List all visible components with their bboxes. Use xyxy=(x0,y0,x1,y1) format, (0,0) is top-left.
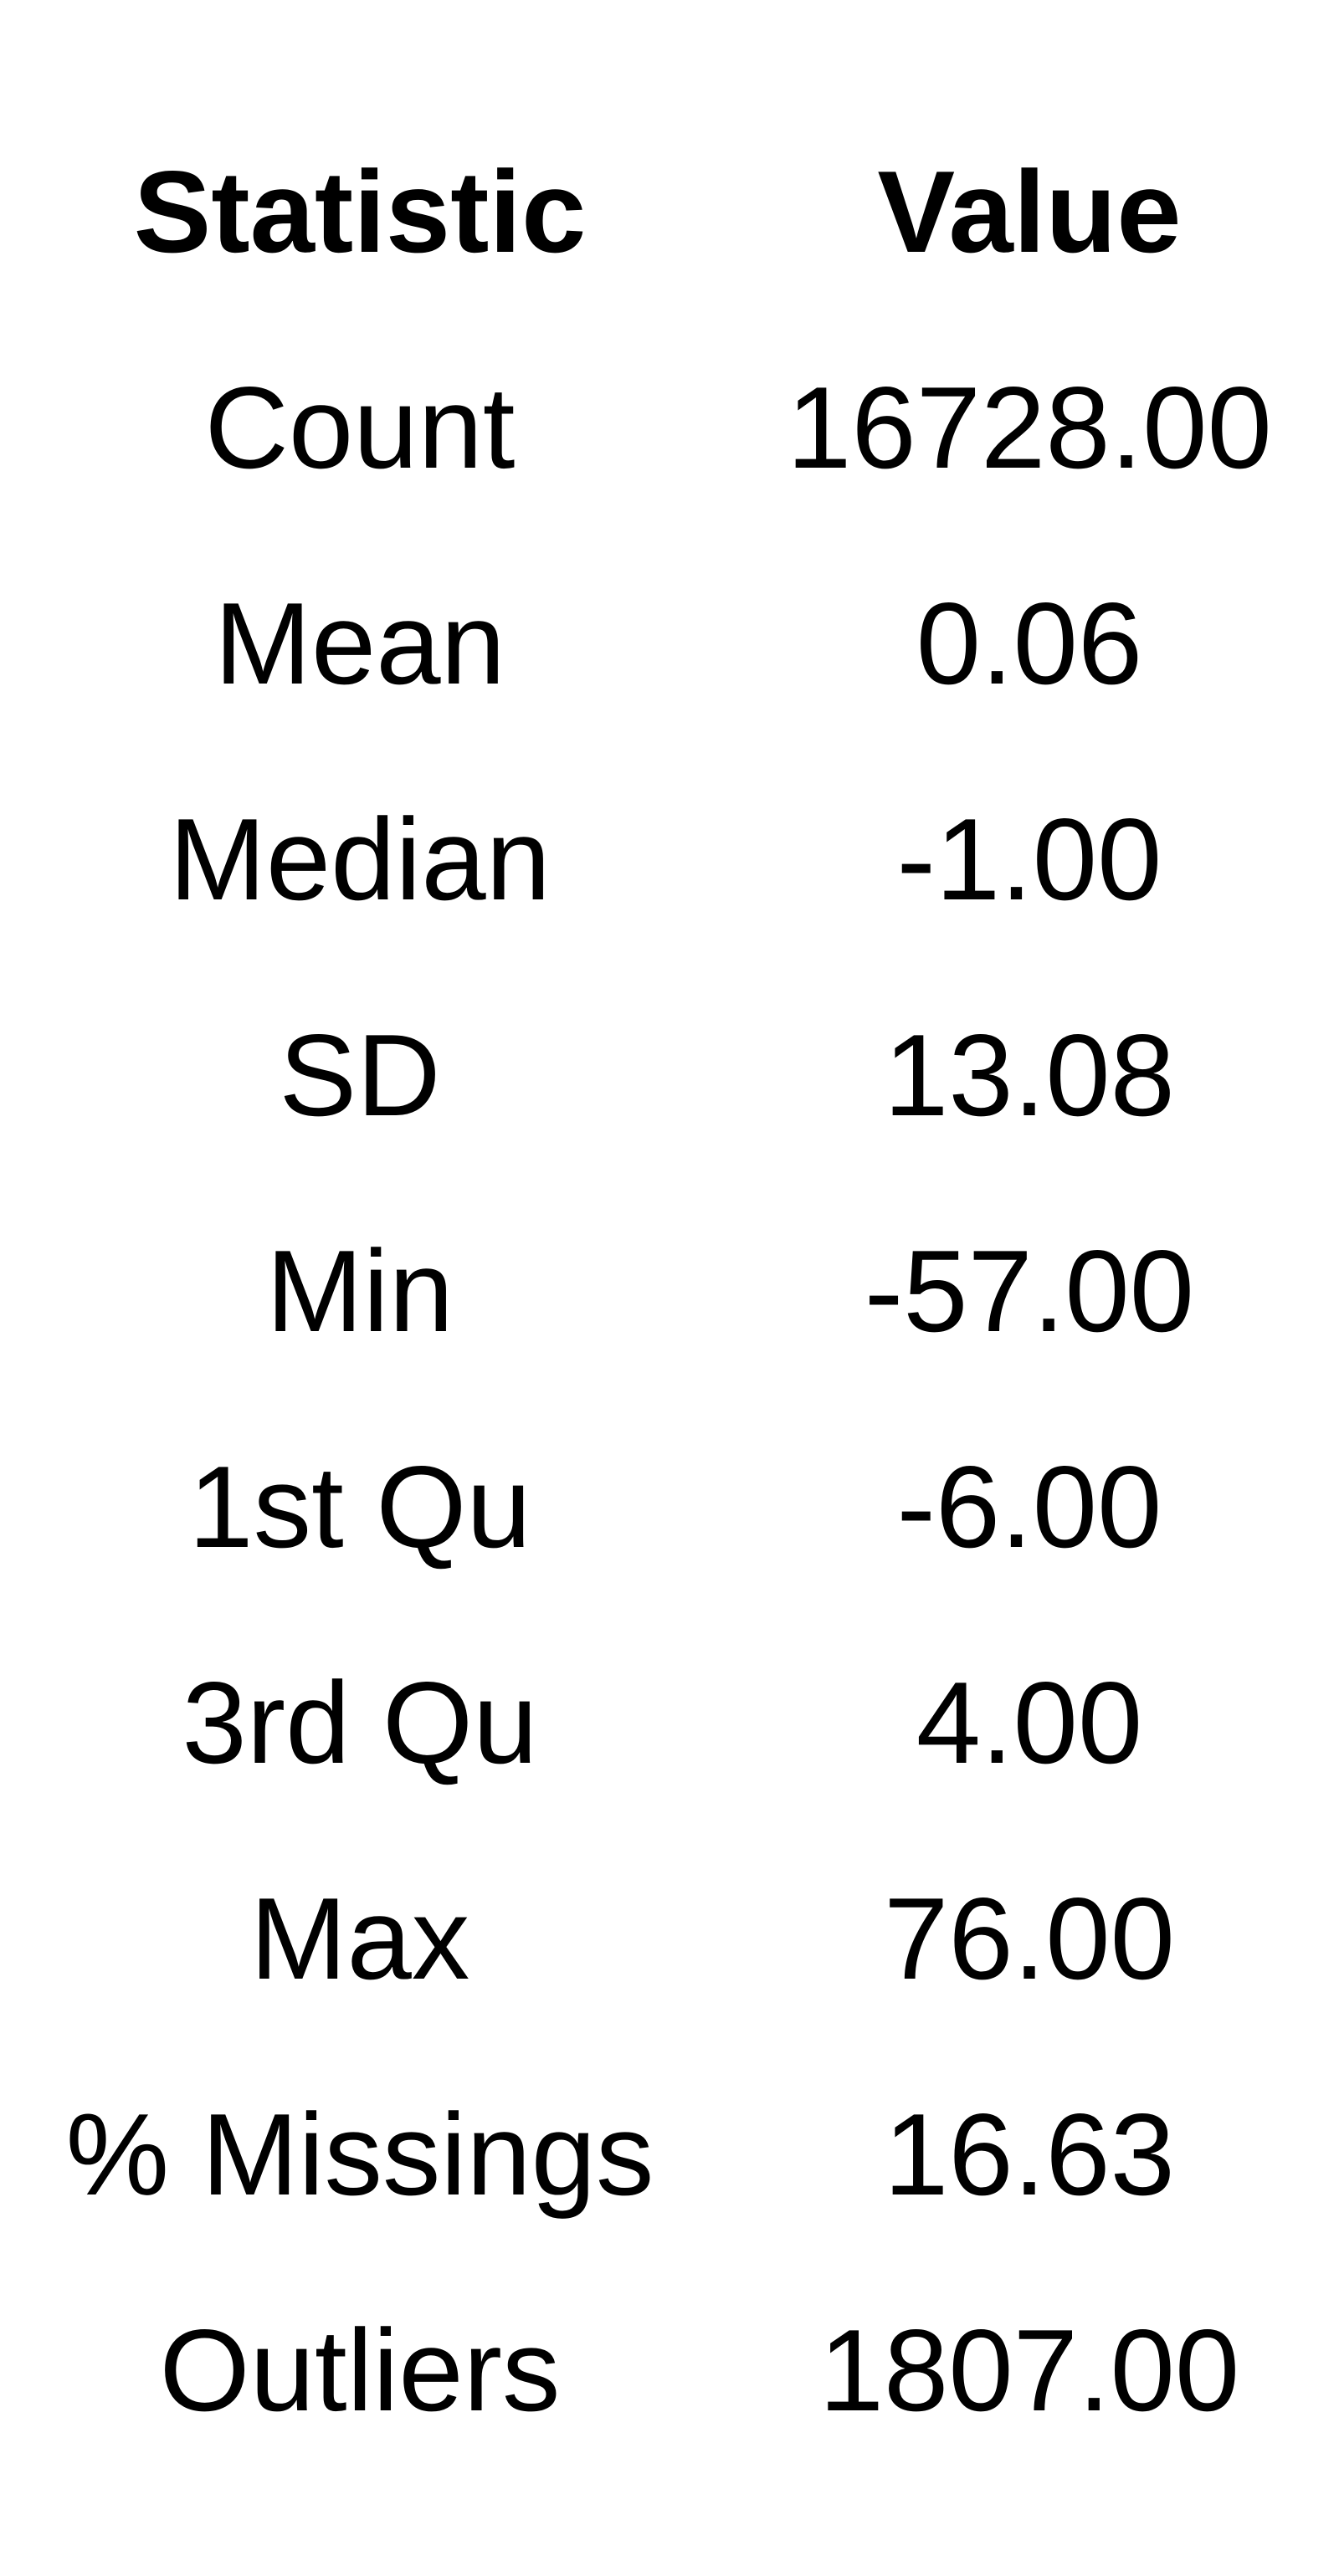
table-row: 3rd Qu 4.00 xyxy=(0,1615,1339,1831)
value-cell: 4.00 xyxy=(736,1615,1322,1831)
table-row: Count 16728.00 xyxy=(0,320,1339,535)
statistic-cell: Mean xyxy=(214,578,505,709)
statistic-cell: SD xyxy=(279,1010,441,1140)
table-row: SD 13.08 xyxy=(0,967,1339,1183)
value-cell: 13.08 xyxy=(736,967,1322,1183)
table-row: 1st Qu -6.00 xyxy=(0,1399,1339,1615)
value-text: -57.00 xyxy=(864,1226,1195,1356)
value-text: 16.63 xyxy=(884,2089,1175,2220)
statistic-cell: % Missings xyxy=(65,2089,654,2220)
table-row: % Missings 16.63 xyxy=(0,2046,1339,2262)
statistic-cell: Max xyxy=(249,1873,470,2004)
statistic-cell: Count xyxy=(204,362,516,493)
table-row: Max 76.00 xyxy=(0,1831,1339,2046)
value-cell: 0.06 xyxy=(736,535,1322,751)
value-text: 1807.00 xyxy=(818,2305,1240,2435)
value-cell: 76.00 xyxy=(736,1831,1322,2046)
statistic-cell: Min xyxy=(266,1226,454,1356)
value-cell: -6.00 xyxy=(736,1399,1322,1615)
value-cell: -57.00 xyxy=(736,1183,1322,1399)
value-cell: -1.00 xyxy=(736,751,1322,967)
table-row: Min -57.00 xyxy=(0,1183,1339,1399)
value-cell: 16728.00 xyxy=(736,320,1322,535)
statistic-cell: 3rd Qu xyxy=(182,1657,538,1788)
table-header-row: Statistic Value xyxy=(0,104,1339,320)
value-cell: 1807.00 xyxy=(736,2262,1322,2478)
value-text: 0.06 xyxy=(916,578,1143,709)
value-text: 13.08 xyxy=(884,1010,1175,1140)
value-text: -1.00 xyxy=(896,794,1162,924)
header-statistic: Statistic xyxy=(133,146,587,277)
value-text: -6.00 xyxy=(896,1442,1162,1572)
value-text: 16728.00 xyxy=(787,362,1272,493)
value-text: 76.00 xyxy=(884,1873,1175,2004)
statistic-cell: Median xyxy=(169,794,551,924)
statistic-cell: 1st Qu xyxy=(188,1442,531,1572)
table-row: Outliers 1807.00 xyxy=(0,2262,1339,2478)
table-row: Mean 0.06 xyxy=(0,535,1339,751)
table-row: Median -1.00 xyxy=(0,751,1339,967)
value-text: 4.00 xyxy=(916,1657,1143,1788)
header-value: Value xyxy=(877,146,1182,277)
value-cell: 16.63 xyxy=(736,2046,1322,2262)
statistic-cell: Outliers xyxy=(159,2305,561,2435)
